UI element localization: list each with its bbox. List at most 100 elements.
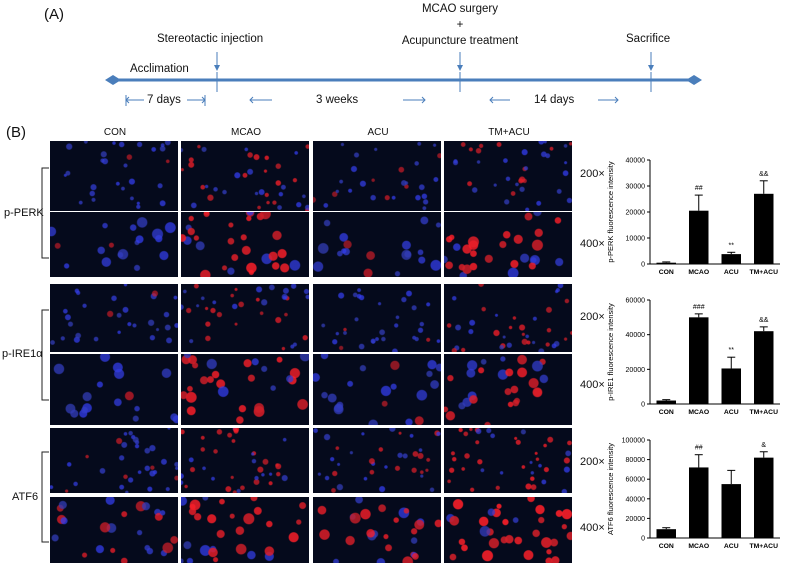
- micrograph-p-perk-400x-mcao: [181, 212, 309, 277]
- bar: [721, 484, 741, 538]
- row-label-p-ire1a: p-IRE1α: [2, 348, 43, 360]
- column-header-tm-acu: TM+ACU: [488, 127, 530, 138]
- x-tick-label: CON: [659, 543, 674, 550]
- micrograph-atf6-200x-mcao: [181, 428, 309, 493]
- bar-chart-p-ire1: p-IRE1 fluorescence intensity 0 20000 40000…: [606, 298, 780, 416]
- mag-400x-atf6: 400×: [580, 522, 605, 534]
- significance-label: &&: [759, 317, 769, 324]
- y-tick-label: 0: [641, 402, 645, 409]
- mag-200x-atf6: 200×: [580, 456, 605, 468]
- micrograph-p-ire1a-400x-con: [50, 354, 178, 425]
- micrograph-p-ire1a-200x-acu: [313, 284, 441, 352]
- interval-3-weeks: 3 weeks: [316, 94, 359, 106]
- x-tick-label: TM+ACU: [749, 409, 778, 416]
- micrograph-atf6-400x-mcao: [181, 497, 309, 563]
- significance-label: **: [729, 242, 735, 249]
- y-tick-label: 40000: [626, 496, 646, 503]
- micrograph-atf6-400x-con: [50, 497, 178, 563]
- bar: [721, 368, 741, 404]
- x-tick-label: TM+ACU: [749, 269, 778, 276]
- micrograph-atf6-200x-tm-acu: [444, 428, 572, 493]
- micrograph-p-perk-200x-con: [50, 141, 178, 211]
- y-tick-label: 60000: [626, 477, 646, 484]
- event-stereotactic-injection: Stereotactic injection: [157, 33, 264, 45]
- y-tick-label: 30000: [626, 184, 646, 191]
- y-axis-label: p-PERK fluorescence intensity: [606, 161, 615, 263]
- x-tick-label: ACU: [724, 409, 739, 416]
- mag-400x-ire1a: 400×: [580, 379, 605, 391]
- micrograph-p-ire1a-400x-acu: [313, 354, 441, 425]
- bar: [689, 317, 709, 404]
- micrograph-p-perk-200x-mcao: [181, 141, 309, 211]
- y-tick-label: 40000: [626, 332, 646, 339]
- y-tick-label: 80000: [626, 457, 646, 464]
- bar-chart-atf6: ATF6 fluorescence intensity 0 20000 40000 60…: [606, 438, 780, 550]
- interval-14-days: 14 days: [534, 94, 575, 106]
- column-header-con: CON: [103, 127, 127, 138]
- interval-14-days-bracket: [489, 96, 619, 104]
- panel-a-label: (A): [44, 6, 64, 23]
- bracket-p-ire1a: [41, 309, 49, 401]
- interval-3-weeks-bracket: [249, 96, 426, 104]
- x-tick-label: MCAO: [688, 543, 709, 550]
- x-tick-label: ACU: [724, 543, 739, 550]
- x-tick-label: MCAO: [688, 269, 709, 276]
- micrograph-p-perk-200x-tm-acu: [444, 141, 572, 211]
- x-tick-label: CON: [659, 409, 674, 416]
- panel-b-label: (B): [6, 124, 26, 141]
- bar: [656, 400, 676, 404]
- y-axis-label: p-IRE1 fluorescence intensity: [606, 303, 615, 401]
- bar: [689, 210, 709, 264]
- y-tick-label: 20000: [626, 210, 646, 217]
- event-mcao-acupuncture: MCAO surgery + Acupuncture treatment: [401, 3, 519, 47]
- y-tick-label: 20000: [626, 367, 646, 374]
- y-axis-label: ATF6 fluorescence intensity: [606, 443, 615, 535]
- phase-acclimation: Acclimation: [130, 63, 189, 75]
- bar-chart-p-perk: p-PERK fluorescence intensity 0 10000 20000…: [606, 158, 780, 276]
- row-brackets: [41, 167, 49, 543]
- column-header-mcao: MCAO: [231, 127, 261, 138]
- x-tick-label: CON: [659, 269, 674, 276]
- y-tick-label: 0: [641, 536, 645, 543]
- bracket-atf6: [41, 451, 49, 543]
- micrograph-p-perk-400x-con: [50, 212, 178, 277]
- bar: [656, 529, 676, 538]
- significance-label: ##: [695, 445, 703, 452]
- x-tick-label: MCAO: [688, 409, 709, 416]
- significance-label: &&: [759, 171, 769, 178]
- micrograph-p-ire1a-200x-mcao: [181, 284, 309, 352]
- x-tick-label: ACU: [724, 269, 739, 276]
- micrograph-p-perk-400x-tm-acu: [444, 212, 572, 277]
- interval-7-days-bracket: [125, 95, 206, 106]
- mag-200x-perk: 200×: [580, 168, 605, 180]
- y-tick-label: 20000: [626, 516, 646, 523]
- micrograph-atf6-400x-tm-acu: [444, 497, 572, 563]
- micrograph-p-ire1a-200x-con: [50, 284, 178, 352]
- timeline-start-diamond: [105, 75, 121, 85]
- y-tick-label: 100000: [622, 438, 645, 445]
- micrograph-p-ire1a-400x-mcao: [181, 354, 309, 425]
- y-tick-label: 40000: [626, 158, 646, 165]
- mag-400x-perk: 400×: [580, 238, 605, 250]
- micrograph-atf6-200x-con: [50, 428, 178, 493]
- row-label-atf6: ATF6: [12, 491, 39, 503]
- significance-label: ##: [695, 185, 703, 192]
- row-label-p-perk: p-PERK: [4, 207, 44, 219]
- micrograph-p-perk-400x-acu: [313, 212, 441, 277]
- mag-200x-ire1a: 200×: [580, 311, 605, 323]
- interval-7-days: 7 days: [147, 94, 181, 106]
- column-header-acu: ACU: [367, 127, 389, 138]
- bar: [754, 331, 774, 404]
- significance-label: **: [729, 347, 735, 354]
- y-tick-label: 0: [641, 262, 645, 269]
- micrograph-p-ire1a-400x-tm-acu: [444, 354, 572, 425]
- event-sacrifice: Sacrifice: [626, 33, 671, 45]
- micrograph-atf6-200x-acu: [313, 428, 441, 493]
- y-tick-label: 10000: [626, 236, 646, 243]
- timeline-end-diamond: [686, 75, 702, 85]
- bar: [754, 457, 774, 538]
- significance-label: &: [761, 442, 766, 449]
- timeline-diagram: [105, 52, 702, 106]
- bar: [754, 193, 774, 264]
- x-tick-label: TM+ACU: [749, 543, 778, 550]
